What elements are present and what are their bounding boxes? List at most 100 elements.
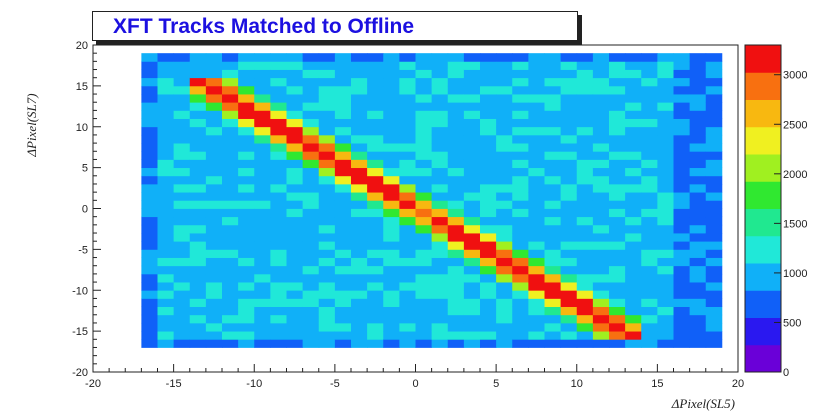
heatmap-cell	[286, 77, 304, 87]
heatmap-cell	[689, 339, 707, 348]
heatmap-cell	[592, 175, 610, 185]
heatmap-cell	[576, 175, 594, 185]
heatmap-cell	[415, 159, 433, 169]
heatmap-cell	[512, 265, 529, 275]
color-bar-segment	[745, 45, 781, 73]
heatmap-cell	[447, 208, 465, 218]
heatmap-cell	[496, 159, 513, 169]
heatmap-cell	[625, 273, 642, 283]
heatmap-cell	[302, 110, 320, 119]
heatmap-cell	[673, 298, 691, 307]
heatmap-cell	[205, 77, 223, 87]
heatmap-cell	[447, 53, 465, 62]
heatmap-cell	[302, 249, 320, 258]
heatmap-cell	[254, 265, 271, 275]
heatmap-cell	[673, 151, 691, 160]
heatmap-cell	[544, 159, 562, 169]
heatmap-cell	[334, 290, 352, 299]
heatmap-cell	[576, 241, 594, 250]
heatmap-cell	[641, 200, 658, 209]
heatmap-cell	[609, 298, 626, 307]
heatmap-cell	[157, 118, 175, 128]
heatmap-cell	[657, 282, 674, 291]
heatmap-cell	[576, 314, 594, 324]
heatmap-cell	[302, 257, 320, 267]
heatmap-cell	[222, 273, 239, 283]
heatmap-cell	[641, 102, 658, 111]
heatmap-cell	[334, 53, 352, 62]
heatmap-cell	[415, 94, 433, 103]
heatmap-cell	[238, 175, 255, 185]
heatmap-cell	[205, 273, 223, 283]
heatmap-cell	[238, 53, 255, 62]
heatmap-cell	[705, 143, 723, 152]
heatmap-cell	[270, 273, 287, 283]
heatmap-cell	[480, 102, 497, 111]
heatmap-cell	[383, 167, 400, 177]
heatmap-cell	[609, 322, 626, 332]
heatmap-cell	[157, 102, 175, 111]
heatmap-cell	[560, 126, 578, 136]
heatmap-cell	[544, 282, 562, 291]
heatmap-cell	[157, 224, 175, 234]
heatmap-cell	[544, 175, 562, 185]
heatmap-cell	[560, 241, 578, 250]
heatmap-cell	[238, 249, 255, 258]
heatmap-cell	[286, 175, 304, 185]
heatmap-cell	[625, 118, 642, 128]
heatmap-cell	[222, 118, 239, 128]
heatmap-cell	[480, 183, 497, 193]
heatmap-cell	[173, 85, 191, 95]
y-tick-label: -10	[72, 285, 88, 297]
heatmap-cell	[189, 224, 207, 234]
heatmap-cell	[512, 151, 529, 160]
x-tick-label: -10	[246, 378, 262, 390]
heatmap-cell	[222, 192, 239, 201]
heatmap-cell	[302, 94, 320, 103]
heatmap-cell	[641, 273, 658, 283]
heatmap-cell	[222, 159, 239, 169]
heatmap-cell	[254, 102, 271, 111]
heatmap-cell	[286, 257, 304, 267]
heatmap-cell	[157, 134, 175, 144]
heatmap-cell	[576, 77, 594, 87]
heatmap-cell	[222, 94, 239, 103]
heatmap-cell	[528, 200, 545, 209]
heatmap-cell	[238, 102, 255, 111]
heatmap-cell	[415, 69, 433, 79]
heatmap-cell	[592, 159, 610, 169]
heatmap-cell	[609, 151, 626, 160]
heatmap-cell	[560, 257, 578, 267]
heatmap-cell	[480, 282, 497, 291]
heatmap-cell	[367, 85, 384, 95]
heatmap-cell	[544, 53, 562, 62]
heatmap-cell	[238, 192, 255, 201]
heatmap-cell	[657, 102, 674, 111]
heatmap-cell	[383, 208, 400, 218]
heatmap-cell	[351, 241, 368, 250]
heatmap-cell	[480, 233, 497, 242]
heatmap-cell	[463, 273, 481, 283]
heatmap-cell	[141, 102, 158, 111]
heatmap-cell	[431, 134, 449, 144]
heatmap-cell	[657, 61, 674, 70]
heatmap-cell	[286, 126, 304, 136]
heatmap-cell	[351, 69, 368, 79]
heatmap-cell	[189, 298, 207, 307]
heatmap-cell	[576, 233, 594, 242]
heatmap-cell	[609, 102, 626, 111]
heatmap-cell	[576, 183, 594, 193]
heatmap-cell	[528, 69, 545, 79]
heatmap-cell	[367, 282, 384, 291]
heatmap-cell	[705, 249, 723, 258]
heatmap-cell	[270, 249, 287, 258]
heatmap-cell	[351, 77, 368, 87]
heatmap-cell	[625, 331, 642, 340]
heatmap-cell	[689, 200, 707, 209]
heatmap-cell	[496, 322, 513, 332]
heatmap-cell	[625, 159, 642, 169]
heatmap-cell	[351, 249, 368, 258]
heatmap-cell	[189, 151, 207, 160]
heatmap-cell	[173, 233, 191, 242]
heatmap-cell	[560, 298, 578, 307]
